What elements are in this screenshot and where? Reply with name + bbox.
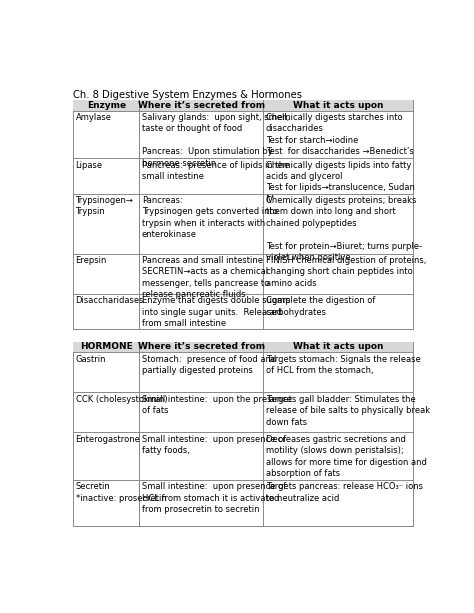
Text: Targets pancreas: release HCO₃⁻ ions
to neutralize acid: Targets pancreas: release HCO₃⁻ ions to … <box>265 482 423 503</box>
Text: Secretin
*inactive: prosecretin: Secretin *inactive: prosecretin <box>75 482 166 503</box>
Text: Trypsinogen→
Trypsin: Trypsinogen→ Trypsin <box>75 196 133 216</box>
Text: Small intestine:  upon presence of
fatty foods,: Small intestine: upon presence of fatty … <box>142 435 286 455</box>
Text: Targets gall bladder: Stimulates the
release of bile salts to physically break
d: Targets gall bladder: Stimulates the rel… <box>265 395 430 427</box>
Text: Small intestine:  upon presence of
HCL from stomach it is activated
from prosecr: Small intestine: upon presence of HCL fr… <box>142 482 286 514</box>
Bar <box>73 100 413 110</box>
Text: Erepsin: Erepsin <box>75 256 107 265</box>
Text: What it acts upon: What it acts upon <box>293 101 383 110</box>
Text: Pancreas:  presence of lipids in the
small intestine: Pancreas: presence of lipids in the smal… <box>142 161 289 181</box>
Text: Decreases gastric secretions and
motility (slows down peristalsis);
allows for m: Decreases gastric secretions and motilit… <box>265 435 427 478</box>
Text: Chemically digests starches into
disaccharides
Test for starch→iodine
Test  for : Chemically digests starches into disacch… <box>265 113 413 156</box>
Text: Where it’s secreted from: Where it’s secreted from <box>138 101 265 110</box>
Text: Enzyme: Enzyme <box>87 101 126 110</box>
Text: HORMONE: HORMONE <box>80 343 133 351</box>
Text: Enterogastrone: Enterogastrone <box>75 435 140 444</box>
Text: Amylase: Amylase <box>75 113 111 122</box>
Text: FINISH chemical digestion of proteins,
changing short chain peptides into
amino : FINISH chemical digestion of proteins, c… <box>265 256 426 288</box>
Text: Small intestine:  upon the presence
of fats: Small intestine: upon the presence of fa… <box>142 395 292 415</box>
Text: Chemically digests lipids into fatty
acids and glycerol
Test for lipids→transluc: Chemically digests lipids into fatty aci… <box>265 161 414 204</box>
Text: CCK (cholesystokinin): CCK (cholesystokinin) <box>75 395 167 403</box>
Text: Gastrin: Gastrin <box>75 354 106 364</box>
Text: Where it’s secreted from: Where it’s secreted from <box>138 343 265 351</box>
Text: Stomach:  presence of food and
partially digested proteins: Stomach: presence of food and partially … <box>142 354 276 375</box>
Text: What it acts upon: What it acts upon <box>293 343 383 351</box>
Text: Disaccharidases: Disaccharidases <box>75 296 144 305</box>
Text: Pancreas and small intestine
SECRETIN→acts as a chemical
messenger, tells pancre: Pancreas and small intestine SECRETIN→ac… <box>142 256 269 299</box>
Bar <box>73 341 413 352</box>
Bar <box>73 341 413 527</box>
Text: Chemically digests proteins; breaks
them down into long and short
chained polype: Chemically digests proteins; breaks them… <box>265 196 421 262</box>
Text: Ch. 8 Digestive System Enzymes & Hormones: Ch. 8 Digestive System Enzymes & Hormone… <box>73 91 302 101</box>
Bar <box>73 100 413 329</box>
Text: Pancreas:
Trypsinogen gets converted into
trypsin when it interacts with
enterok: Pancreas: Trypsinogen gets converted int… <box>142 196 278 239</box>
Text: Salivary glands:  upon sight, smell,
taste or thought of food

Pancreas:  Upon s: Salivary glands: upon sight, smell, tast… <box>142 113 289 167</box>
Text: Complete the digestion of
carbohydrates: Complete the digestion of carbohydrates <box>265 296 375 316</box>
Text: Targets stomach: Signals the release
of HCL from the stomach,: Targets stomach: Signals the release of … <box>265 354 420 375</box>
Text: Lipase: Lipase <box>75 161 103 170</box>
Text: Enzyme that digests double sugars
into single sugar units.  Released
from small : Enzyme that digests double sugars into s… <box>142 296 290 328</box>
